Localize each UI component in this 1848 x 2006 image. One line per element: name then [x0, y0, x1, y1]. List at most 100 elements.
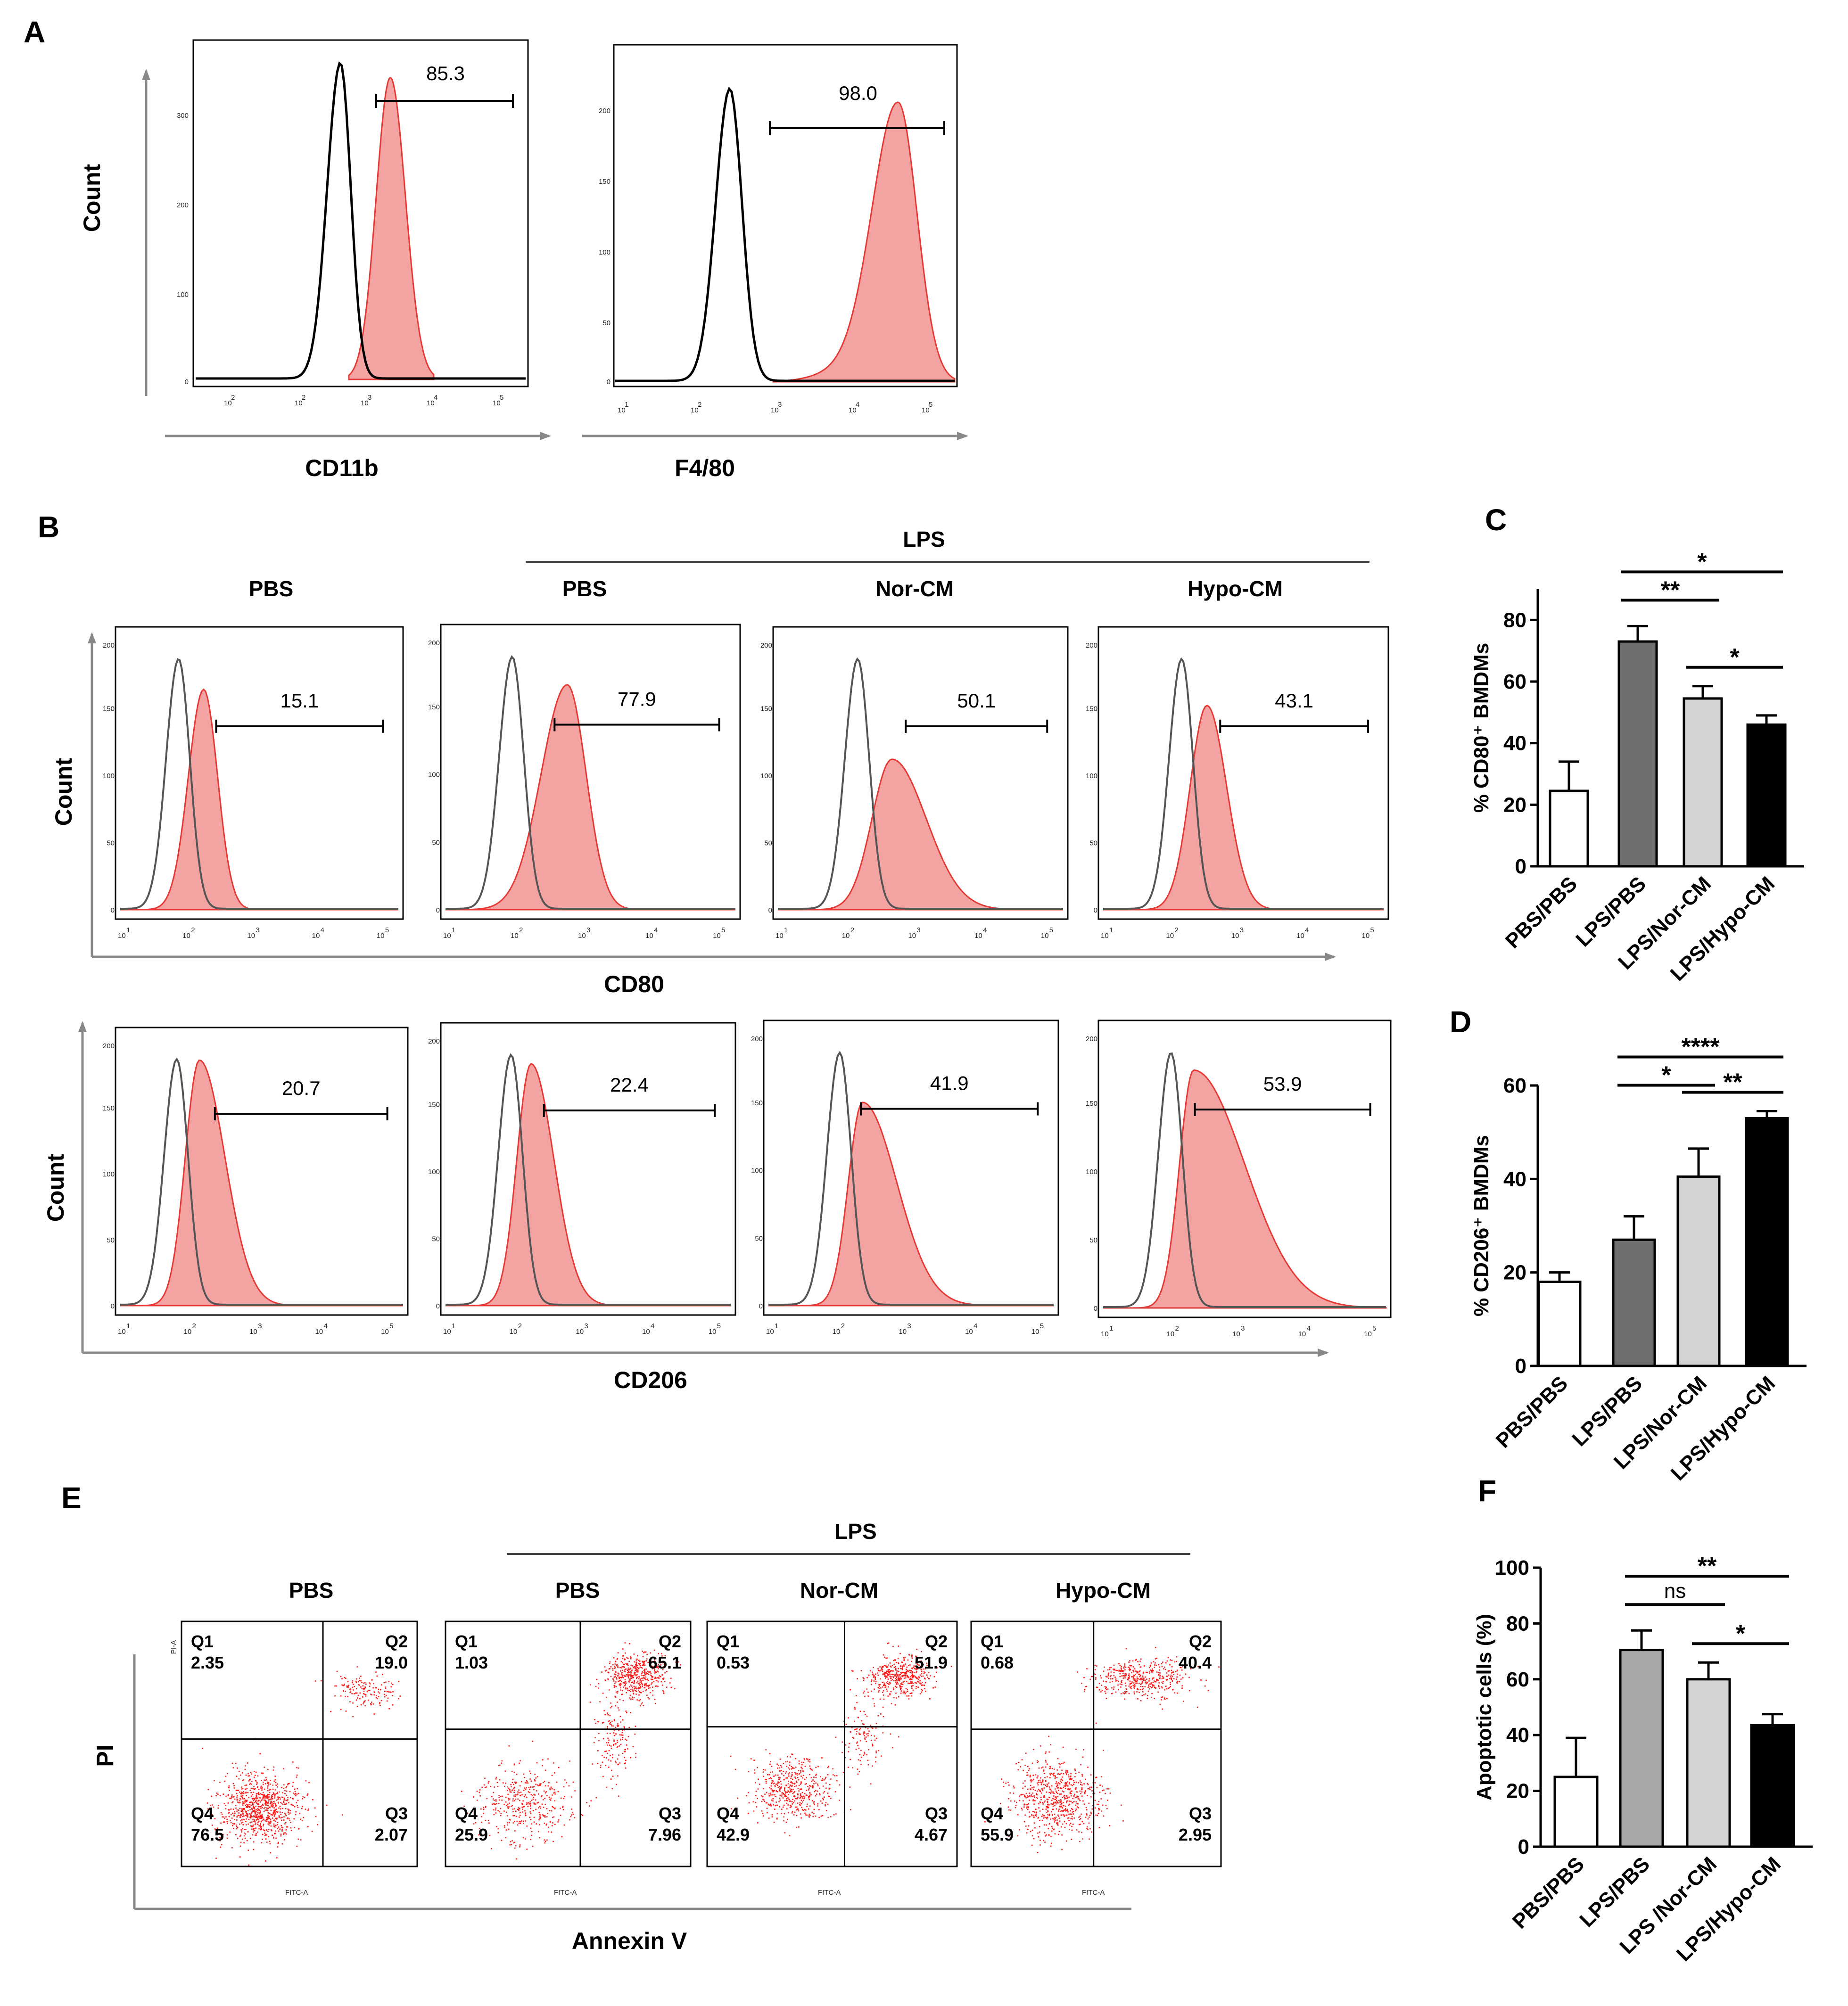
- histogram-frame: [115, 626, 404, 920]
- histogram-control-curve: [446, 1053, 731, 1306]
- histogram-sample-curve: [446, 684, 735, 911]
- x-tick: 10: [1231, 932, 1239, 940]
- x-tick: 10: [1361, 932, 1370, 940]
- x-tick-exp: 4: [324, 1322, 328, 1330]
- dotplot-e-4: Q1 0.68 Q2 40.4 Q3 2.95 Q4 55.9 FITC-A: [970, 1620, 1222, 1897]
- quadrant-q2-label: Q2: [659, 1632, 681, 1651]
- quadrant-q1-label: Q1: [717, 1632, 739, 1651]
- y-tick-label: 40: [1503, 1167, 1526, 1191]
- x-tick: 10: [842, 932, 850, 940]
- panel-b: LPS PBS PBS Nor-CM Hypo-CM Count Count C…: [42, 527, 1392, 1393]
- x-tick: 10: [1298, 1330, 1306, 1338]
- dotplot-events: [984, 1647, 1220, 1853]
- x-tick: 10: [1167, 1330, 1175, 1338]
- y-axis-label: % CD206⁺ BMDMs: [1470, 1135, 1493, 1316]
- bar-lps-hypo-cm: [1746, 723, 1787, 868]
- x-tick-exp: 2: [1175, 1324, 1179, 1332]
- y-tick: 0: [1094, 1305, 1097, 1313]
- x-tick-exp: 2: [518, 1322, 522, 1330]
- x-tick: 10: [182, 932, 190, 940]
- significance-label: **: [1723, 1069, 1742, 1096]
- x-tick-exp: 3: [584, 1322, 588, 1330]
- dotplot-frame: [970, 1620, 1222, 1867]
- panel-b-row2-x-label: CD206: [614, 1367, 687, 1393]
- quadrant-q3-value: 4.67: [915, 1825, 948, 1844]
- y-tick: 100: [428, 1168, 440, 1176]
- quadrant-q4-value: 42.9: [717, 1825, 750, 1844]
- dotplot-e-3: Q1 0.53 Q2 51.9 Q3 4.67 Q4 42.9 FITC-A: [706, 1620, 958, 1897]
- y-tick: 100: [103, 1170, 115, 1178]
- quadrant-q3-label: Q3: [925, 1804, 948, 1823]
- y-tick: 100: [177, 291, 189, 299]
- y-tick: 150: [599, 178, 610, 186]
- quadrant-q1-value: 0.68: [981, 1653, 1014, 1672]
- x-tick-exp: 2: [231, 394, 235, 402]
- histogram-control-curve: [768, 1051, 1054, 1306]
- x-tick: 10: [511, 932, 519, 940]
- x-tick: 10: [381, 1328, 389, 1336]
- x-tick: 10: [247, 932, 255, 940]
- x-tick: 10: [833, 1328, 841, 1336]
- x-tick-exp: 5: [500, 394, 503, 402]
- histogram-control-curve: [778, 657, 1063, 910]
- quadrant-q1-label: Q1: [981, 1632, 1003, 1651]
- x-tick-exp: 2: [850, 926, 854, 934]
- x-tick-exp: 3: [256, 926, 259, 934]
- gate-value: 50.1: [957, 690, 996, 712]
- x-tick: 10: [908, 932, 916, 940]
- y-tick: 50: [602, 319, 610, 327]
- x-tick-exp: 1: [452, 926, 455, 934]
- gate-value: 53.9: [1263, 1073, 1302, 1095]
- y-tick: 50: [764, 839, 772, 847]
- bar-lps-hypo-cm: [1750, 1724, 1795, 1848]
- dotplot-frame: [706, 1620, 958, 1867]
- x-tick-exp: 3: [1241, 1324, 1245, 1332]
- bar-lps-nor-cm: [1676, 1175, 1721, 1367]
- bar-pbs-pbs: [1549, 789, 1589, 868]
- x-tick: 10: [1101, 1330, 1109, 1338]
- x-tick-exp: 5: [1049, 926, 1053, 934]
- panel-a-y-label: Count: [79, 164, 105, 232]
- quadrant-q3-label: Q3: [1189, 1804, 1212, 1823]
- y-tick: 0: [768, 906, 772, 914]
- quadrant-q1-value: 2.35: [191, 1653, 224, 1672]
- bar-lps-nor-cm: [1686, 1678, 1731, 1848]
- histogram-frame: [115, 1027, 409, 1316]
- histogram-sample-curve: [768, 1102, 1054, 1307]
- panel-e-y-label: PI: [92, 1744, 118, 1767]
- inner-x-label: FITC-A: [1082, 1889, 1105, 1897]
- significance-label: *: [1736, 1620, 1746, 1647]
- y-tick: 0: [185, 378, 189, 386]
- x-tick-exp: 5: [717, 1322, 721, 1330]
- gate-value: 85.3: [426, 62, 465, 84]
- y-tick: 200: [1086, 641, 1097, 649]
- quadrant-q4-label: Q4: [191, 1804, 214, 1823]
- x-tick: 10: [578, 932, 586, 940]
- x-tick: 10: [899, 1328, 907, 1336]
- x-tick: 10: [1101, 932, 1109, 940]
- panel-b-header-2: PBS: [562, 576, 607, 601]
- y-tick: 50: [107, 839, 115, 847]
- significance-label: *: [1730, 644, 1740, 671]
- quadrant-q2-value: 51.9: [915, 1653, 948, 1672]
- histogram-frame: [763, 1019, 1059, 1316]
- x-tick: 10: [691, 406, 699, 414]
- x-tick-exp: 4: [974, 1322, 977, 1330]
- histogram-sample-curve: [446, 1063, 731, 1307]
- x-tick-exp: 2: [1174, 926, 1178, 934]
- quadrant-q1-label: Q1: [455, 1632, 478, 1651]
- panel-letter-c: C: [1485, 503, 1507, 537]
- x-tick-exp: 3: [778, 401, 782, 409]
- x-tick-exp: 4: [654, 926, 658, 934]
- significance-label: *: [1697, 548, 1707, 575]
- quadrant-q4-value: 76.5: [191, 1825, 224, 1844]
- panel-b-group-label: LPS: [903, 527, 945, 551]
- x-tick: 10: [713, 932, 721, 940]
- y-tick-label: 60: [1503, 1074, 1526, 1097]
- y-tick: 0: [759, 1302, 763, 1310]
